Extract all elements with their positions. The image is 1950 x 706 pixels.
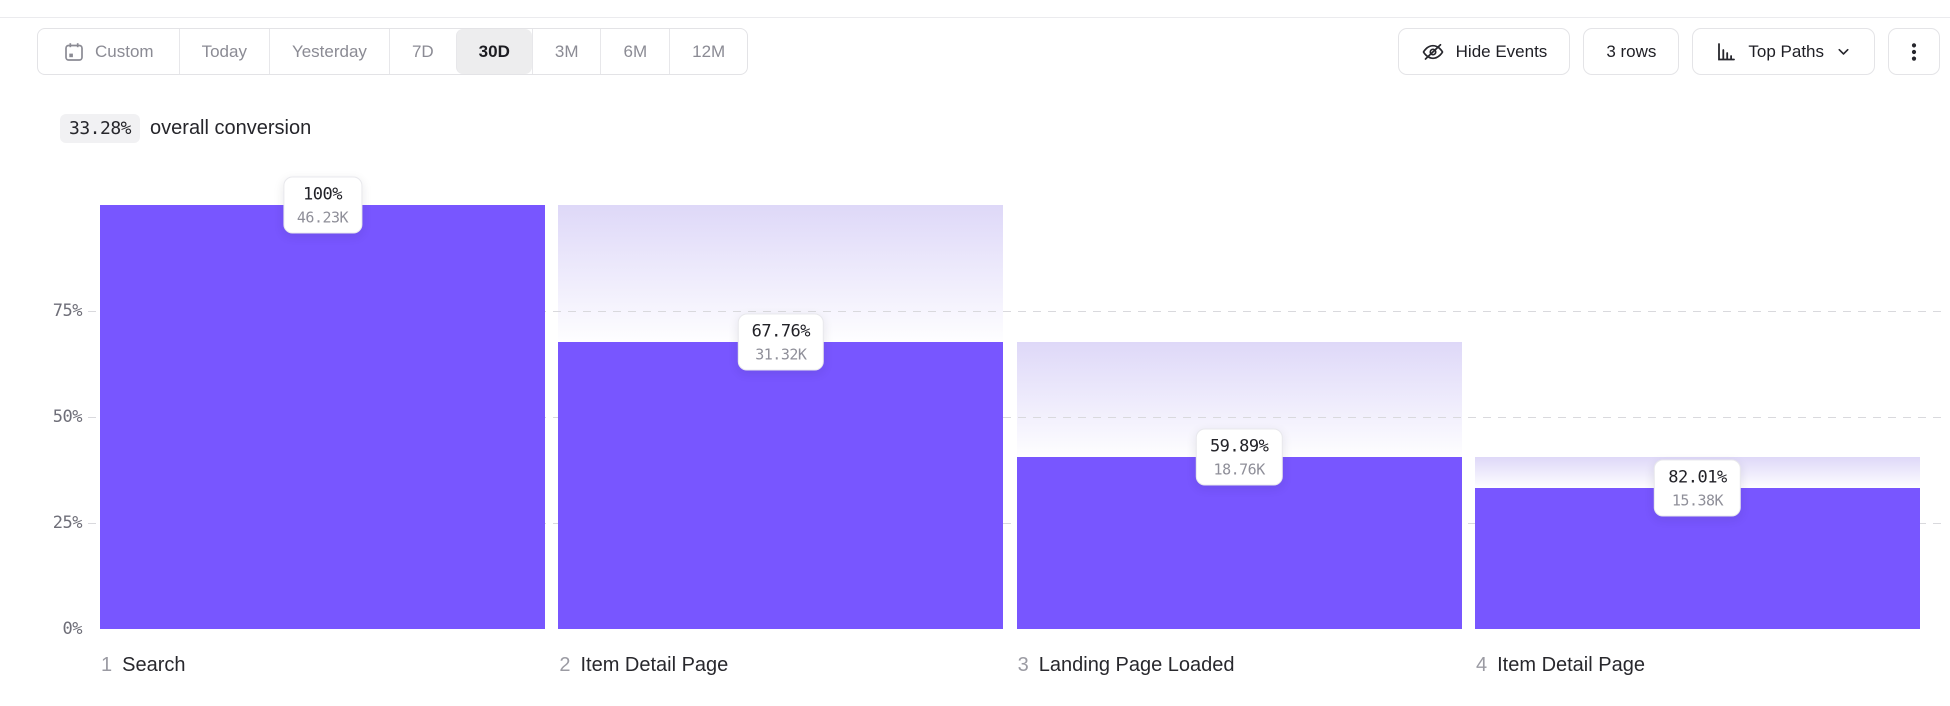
tooltip-conversion-pct: 82.01% [1668, 467, 1727, 488]
overall-conversion-label: overall conversion [150, 117, 312, 139]
step-label: 2 Item Detail Page [559, 654, 728, 677]
tooltip-count: 31.32K [755, 345, 807, 364]
step-number: 3 [1017, 654, 1029, 676]
date-range-7d[interactable]: 7D [388, 29, 456, 74]
top-paths-button[interactable]: Top Paths [1692, 28, 1875, 75]
chevron-down-icon [1835, 43, 1852, 60]
bar-tooltip: 100% 46.23K [282, 176, 363, 234]
tooltip-count: 15.38K [1671, 491, 1724, 510]
funnel-converted-bar[interactable] [100, 205, 545, 629]
gridline [88, 417, 1948, 418]
date-range-yesterday[interactable]: Yesterday [268, 29, 389, 74]
date-range-label: Custom [95, 41, 154, 61]
hide-events-button[interactable]: Hide Events [1397, 28, 1571, 75]
gridline [88, 311, 1948, 312]
funnel-bar-step-3: 59.89% 18.76K 3 Landing Page Loaded [1016, 205, 1462, 676]
step-number: 2 [559, 654, 571, 676]
funnel-bar-step-4: 82.01% 15.38K 4 Item Detail Page [1474, 205, 1920, 676]
hide-events-label: Hide Events [1455, 41, 1548, 61]
tooltip-conversion-pct: 67.76% [751, 321, 811, 342]
step-label: 4 Item Detail Page [1476, 654, 1645, 677]
step-name: Item Detail Page [1497, 654, 1645, 676]
rows-button[interactable]: 3 rows [1583, 28, 1680, 75]
panel-top-divider [0, 17, 1950, 18]
bar-tooltip: 59.89% 18.76K [1195, 428, 1283, 486]
top-paths-label: Top Paths [1748, 41, 1824, 61]
bar-tooltip: 82.01% 15.38K [1654, 459, 1741, 517]
step-name: Item Detail Page [580, 654, 729, 676]
step-name: Landing Page Loaded [1038, 654, 1235, 676]
kebab-menu-icon [1902, 40, 1926, 64]
date-range-control: Custom Today Yesterday 7D 30D 3M 6M 12M [37, 28, 749, 75]
date-range-30d[interactable]: 30D [455, 29, 532, 74]
funnel-bar-step-1: 100% 46.23K 1 Search [100, 176, 545, 676]
tooltip-count: 46.23K [296, 208, 349, 227]
step-name: Search [122, 654, 186, 676]
y-axis-tick: 25% [52, 513, 83, 533]
y-axis-tick: 75% [52, 301, 83, 321]
funnel-converted-bar[interactable] [1016, 456, 1462, 629]
tooltip-count: 18.76K [1213, 460, 1266, 479]
step-number: 4 [1475, 654, 1488, 676]
step-label: 3 Landing Page Loaded [1018, 654, 1235, 677]
calendar-icon [63, 41, 85, 63]
date-range-3m[interactable]: 3M [531, 29, 601, 74]
overall-conversion-value: 33.28% [60, 114, 141, 143]
bar-chart-icon [1715, 41, 1737, 63]
funnel-bar-step-2: 67.76% 31.32K 2 Item Detail Page [558, 205, 1004, 676]
overall-conversion-summary: 33.28% overall conversion [60, 114, 311, 143]
toolbar-right: Hide Events 3 rows Top Paths [1397, 28, 1940, 75]
tooltip-conversion-pct: 100% [303, 184, 342, 205]
date-range-6m[interactable]: 6M [600, 29, 669, 74]
bar-tooltip: 67.76% 31.32K [737, 313, 825, 371]
step-label: 1 Search [101, 654, 186, 677]
step-number: 1 [101, 654, 113, 676]
y-axis-tick: 0% [62, 619, 83, 639]
tooltip-conversion-pct: 59.89% [1209, 436, 1269, 457]
y-axis-tick: 50% [52, 407, 83, 427]
date-range-12m[interactable]: 12M [669, 29, 747, 74]
funnel-converted-bar[interactable] [558, 341, 1004, 629]
rows-label: 3 rows [1606, 41, 1657, 61]
eye-off-icon [1421, 40, 1445, 64]
more-options-button[interactable] [1888, 28, 1940, 75]
date-range-today[interactable]: Today [178, 29, 269, 74]
date-range-custom[interactable]: Custom [38, 29, 179, 74]
